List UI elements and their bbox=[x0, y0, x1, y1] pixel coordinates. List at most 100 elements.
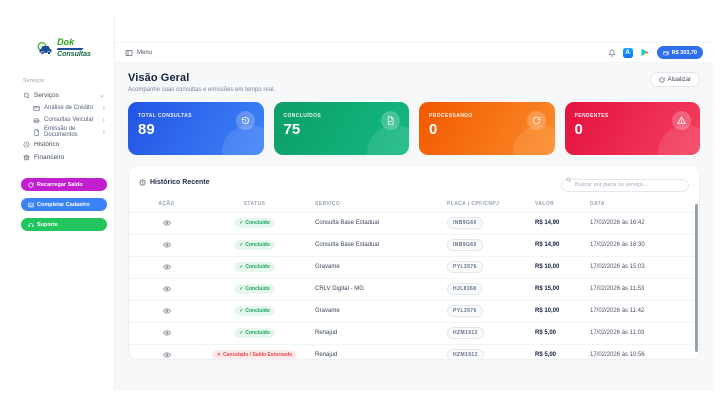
balance-button[interactable]: R$ 303,70 bbox=[656, 46, 703, 59]
eye-icon bbox=[162, 286, 171, 292]
table-row: ✓ Concluído Gravame PYL3576 R$ 10,00 17/… bbox=[129, 299, 699, 322]
chevron-down-icon: ⌄ bbox=[99, 92, 105, 99]
check-circle-icon: ✓ bbox=[239, 329, 244, 336]
topbar: Menu A R$ 303,70 bbox=[115, 42, 713, 63]
table-title-label: Histórico Recente bbox=[150, 178, 210, 186]
date-cell: 17/02/2026 às 11:53 bbox=[590, 286, 645, 292]
column-header-data: DATA bbox=[590, 201, 605, 207]
stat-card: TOTAL CONSULTAS 89 bbox=[128, 102, 264, 155]
service-cell: Gravame bbox=[315, 308, 340, 314]
notifications-bell-icon[interactable] bbox=[608, 49, 616, 57]
recent-history-card: Histórico Recente AÇÃO STATUS SERVIÇO PL… bbox=[128, 165, 700, 360]
date-cell: 17/02/2026 às 16:42 bbox=[590, 220, 645, 226]
column-header-status: STATUS bbox=[243, 201, 266, 207]
status-badge: ✓ Concluído bbox=[234, 240, 275, 250]
sidebar-buttons: Recarregar Saldo Completar Cadastro bbox=[21, 178, 107, 231]
table-title: Histórico Recente bbox=[139, 179, 210, 186]
check-circle-icon: ✓ bbox=[239, 241, 244, 248]
google-play-icon[interactable] bbox=[640, 48, 650, 58]
cancel-circle-icon: ✕ bbox=[216, 351, 221, 358]
scrollbar-thumb[interactable] bbox=[694, 204, 698, 352]
plate-cell: INB9G60 bbox=[447, 217, 535, 229]
status-cell: ✕ Cancelado / Saldo Estornado bbox=[194, 350, 315, 359]
sidebar-item-label: Financeiro bbox=[34, 154, 65, 161]
table-row: ✕ Cancelado / Saldo Estornado Renajud HZ… bbox=[129, 343, 699, 359]
sidebar-toggle-button[interactable]: Menu bbox=[125, 49, 152, 57]
view-details-button[interactable] bbox=[139, 241, 194, 249]
document-check-icon bbox=[387, 116, 394, 125]
sidebar-action-label: Suporte bbox=[37, 221, 58, 228]
view-details-button[interactable] bbox=[139, 285, 194, 293]
status-label: Concluído bbox=[245, 330, 270, 336]
value-cell: R$ 14,90 bbox=[535, 220, 560, 226]
date-cell: 17/02/2026 às 16:30 bbox=[590, 242, 645, 248]
sidebar-submenu-item[interactable]: Análise de Crédito › bbox=[31, 102, 107, 114]
sidebar-action-button[interactable]: Recarregar Saldo bbox=[21, 178, 107, 191]
status-label: Concluído bbox=[245, 264, 270, 270]
sidebar-item[interactable]: Histórico bbox=[21, 138, 107, 151]
search-input[interactable] bbox=[561, 178, 689, 192]
view-details-button[interactable] bbox=[139, 219, 194, 227]
status-cell: ✓ Concluído bbox=[194, 262, 315, 272]
service-cell: Renajud bbox=[315, 352, 338, 358]
value-cell: R$ 5,00 bbox=[535, 330, 557, 336]
stats-row: TOTAL CONSULTAS 89 CONCLUÍDOS 75 bbox=[128, 102, 700, 155]
brand-logo: Dok Consultas bbox=[21, 38, 107, 58]
status-badge: ✓ Concluído bbox=[234, 284, 275, 294]
column-header-servico: SERVIÇO bbox=[315, 201, 341, 207]
recharge-icon bbox=[28, 181, 34, 188]
app-window: Dok Consultas Serviços Serviços ⌄ bbox=[14, 14, 713, 391]
sidebar-item[interactable]: Financeiro bbox=[21, 151, 107, 164]
plate-cell: PYL3576 bbox=[447, 305, 535, 317]
sidebar-item-servicos[interactable]: Serviços ⌄ bbox=[21, 89, 107, 102]
sidebar-section-label: Serviços bbox=[23, 78, 45, 84]
stat-label: PENDENTES bbox=[574, 113, 609, 119]
brand-name-bottom: Consultas bbox=[57, 51, 91, 58]
stat-card: PROCESSANDO 0 bbox=[419, 102, 555, 155]
status-cell: ✓ Concluído bbox=[194, 240, 315, 250]
status-label: Concluído bbox=[245, 308, 270, 314]
search-field bbox=[561, 173, 689, 192]
sidebar-action-button[interactable]: Completar Cadastro bbox=[21, 198, 107, 211]
plate-chip: INB9G60 bbox=[447, 239, 483, 251]
stat-card: PENDENTES 0 bbox=[564, 102, 700, 155]
plate-cell: INB9G60 bbox=[447, 239, 535, 251]
sidebar-items: Histórico Financeiro bbox=[21, 138, 107, 164]
view-details-button[interactable] bbox=[139, 307, 194, 315]
table-body: ✓ Concluído Consulta Base Estadual INB9G… bbox=[129, 211, 699, 359]
sidebar-submenu-item[interactable]: Emissão de Documentos › bbox=[31, 126, 107, 138]
check-circle-icon: ✓ bbox=[239, 307, 244, 314]
id-card-icon bbox=[28, 202, 34, 208]
plate-chip: HZM1912 bbox=[447, 349, 484, 359]
eye-icon bbox=[162, 220, 171, 226]
sidebar-submenu-item[interactable]: Consultas Veicular › bbox=[31, 114, 107, 126]
table-row: ✓ Concluído CRLV Digital - MG HJL8368 R$… bbox=[129, 277, 699, 300]
table-row: ✓ Concluído Consulta Base Estadual INB9G… bbox=[129, 211, 699, 234]
sidebar-submenu: Análise de Crédito › Consultas Veicular … bbox=[21, 102, 107, 138]
eye-icon bbox=[162, 242, 171, 248]
status-cell: ✓ Concluído bbox=[194, 328, 315, 338]
column-header-valor: VALOR bbox=[535, 201, 555, 207]
page-subtitle: Acompanhe suas consultas e emissões em t… bbox=[128, 87, 276, 93]
refresh-button[interactable]: Atualizar bbox=[649, 72, 700, 87]
chevron-right-icon: › bbox=[102, 104, 105, 112]
clock-icon bbox=[139, 179, 146, 186]
spinner-refresh-icon bbox=[532, 116, 540, 125]
sidebar: Dok Consultas Serviços Serviços ⌄ bbox=[14, 14, 115, 391]
brand-wordmark: Dok Consultas bbox=[56, 37, 91, 58]
app-store-icon[interactable]: A bbox=[622, 47, 633, 58]
view-details-button[interactable] bbox=[139, 329, 194, 337]
status-badge: ✓ Concluído bbox=[234, 218, 275, 228]
plate-cell: HJL8368 bbox=[447, 283, 535, 295]
column-header-placa: PLACA | CPF/CNPJ bbox=[447, 201, 500, 207]
page-content: Visão Geral Acompanhe suas consultas e e… bbox=[115, 63, 713, 391]
page-header: Visão Geral Acompanhe suas consultas e e… bbox=[128, 72, 700, 93]
brand-name-top: Dok bbox=[57, 37, 75, 47]
view-details-button[interactable] bbox=[139, 351, 194, 359]
table-row: ✓ Concluído Consulta Base Estadual INB9G… bbox=[129, 233, 699, 256]
chevron-right-icon: › bbox=[102, 116, 105, 124]
status-badge: ✕ Cancelado / Saldo Estornado bbox=[211, 350, 298, 359]
sidebar-action-button[interactable]: Suporte bbox=[21, 218, 107, 231]
panel-icon bbox=[125, 49, 133, 56]
view-details-button[interactable] bbox=[139, 263, 194, 271]
